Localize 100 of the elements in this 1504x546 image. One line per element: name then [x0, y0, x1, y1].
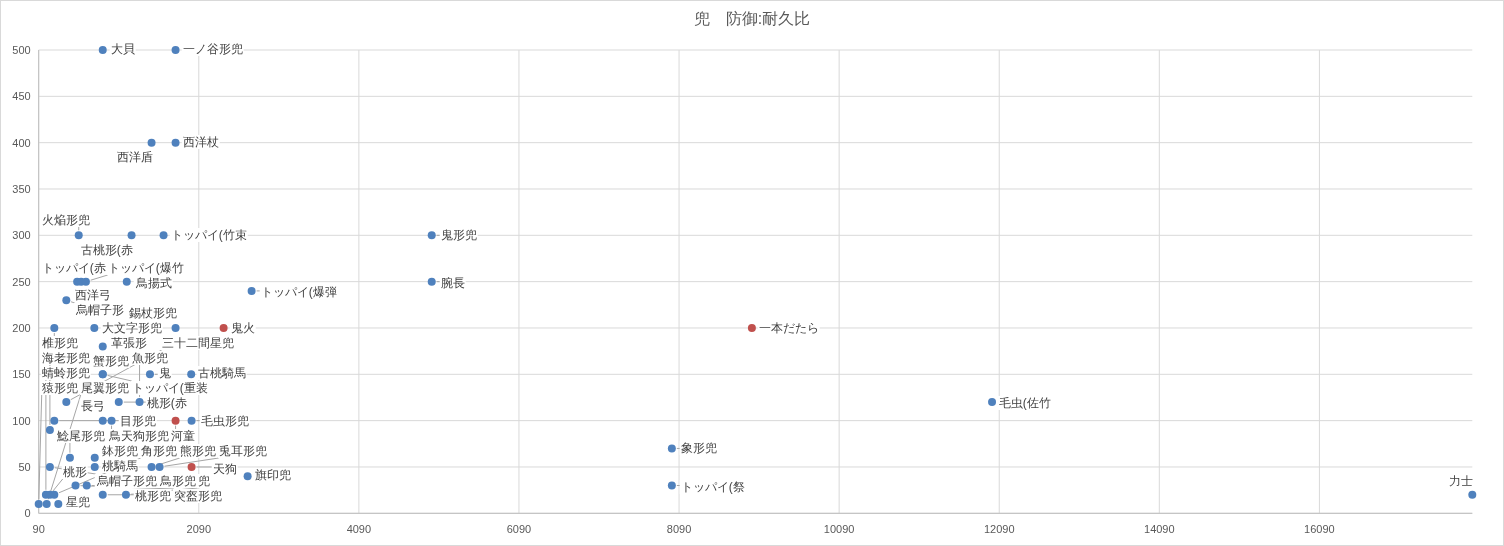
point: [45, 425, 54, 434]
point: [127, 231, 136, 240]
data-label: 桃形(赤: [146, 396, 187, 410]
data-label: 一本だたら: [758, 321, 819, 335]
data-label: 火焔形兜: [41, 213, 90, 227]
point: [187, 370, 196, 379]
y-tick-label: 150: [12, 368, 31, 381]
data-label: 猿形兜: [41, 381, 78, 395]
point: [74, 231, 83, 240]
data-label: 鳥天狗形兜: [107, 429, 169, 443]
point: [71, 481, 80, 490]
data-label: 古桃形(赤: [80, 243, 133, 257]
data-label: トッパイ(爆弾: [260, 285, 337, 299]
data-label: 西洋弓: [74, 288, 111, 302]
data-label: 革張形: [110, 336, 147, 350]
point: [114, 398, 123, 407]
data-label: 大貝: [110, 42, 135, 56]
data-label: 蜻蛉形兜: [41, 366, 90, 380]
data-label: 一ノ谷形兜: [182, 42, 243, 56]
x-tick-label: 6090: [506, 523, 532, 536]
data-label: 毛虫形兜: [200, 414, 249, 428]
data-label: トッパイ(赤: [41, 261, 106, 275]
point: [988, 398, 997, 407]
point: [171, 416, 180, 425]
data-label: トッパイ(祭: [680, 480, 745, 494]
point: [147, 138, 156, 147]
data-label: 力士: [1448, 474, 1473, 488]
y-tick-label: 50: [18, 460, 31, 473]
data-label: 旗印兜: [254, 468, 291, 482]
point: [122, 277, 131, 286]
data-label: 大文字形兜: [101, 321, 162, 335]
data-label: 熊形兜: [179, 444, 216, 458]
point: [187, 416, 196, 425]
y-tick-label: 350: [12, 182, 31, 195]
x-tick-label: 8090: [666, 523, 692, 536]
point: [667, 481, 676, 490]
data-label: 錫杖形兜: [128, 306, 177, 320]
point: [90, 323, 99, 332]
point: [54, 500, 63, 509]
y-tick-label: 200: [12, 321, 31, 334]
point: [145, 370, 154, 379]
x-tick-label: 4090: [346, 523, 372, 536]
data-label: 鬼火: [230, 321, 255, 335]
point: [247, 286, 256, 295]
point: [135, 398, 144, 407]
chart-title: 兜 防御:耐久比: [693, 10, 811, 27]
point: [107, 416, 116, 425]
point: [747, 323, 756, 332]
data-label: 角形兜: [140, 444, 177, 458]
data-label: 三十二間星兜: [161, 336, 234, 350]
x-tick-label: 90: [32, 523, 45, 536]
point: [219, 323, 228, 332]
data-label: トッパイ(重装: [131, 381, 208, 395]
data-label: 河童: [170, 429, 195, 443]
data-label: 海老形兜: [41, 351, 90, 365]
x-tick-label: 16090: [1304, 523, 1335, 536]
point: [427, 231, 436, 240]
point: [1468, 490, 1477, 499]
point: [42, 500, 51, 509]
point: [82, 481, 91, 490]
point: [45, 462, 54, 471]
data-label: トッパイ(竹束: [170, 228, 247, 242]
point: [187, 462, 196, 471]
data-label: 鬼: [158, 366, 171, 380]
data-label: 兎耳形兜: [218, 444, 267, 458]
data-label: 尾翼形兜: [80, 381, 129, 395]
data-label: 桃形兜: [134, 489, 171, 503]
point: [62, 296, 71, 305]
y-tick-label: 400: [12, 136, 31, 149]
point: [98, 490, 107, 499]
y-tick-label: 450: [12, 90, 31, 103]
x-tick-label: 2090: [186, 523, 212, 536]
data-label: 蟹形兜: [92, 354, 129, 368]
data-label: 鬼形兜: [440, 228, 477, 242]
y-tick-label: 250: [12, 275, 31, 288]
point: [427, 277, 436, 286]
data-label: 鳥揚式: [134, 276, 172, 290]
point: [159, 231, 168, 240]
point: [147, 462, 156, 471]
y-tick-label: 300: [12, 229, 31, 242]
data-label: 突盔形兜: [173, 489, 222, 503]
point: [98, 342, 107, 351]
point: [98, 416, 107, 425]
data-label: 西洋盾: [116, 150, 153, 164]
data-label: 兜: [197, 474, 210, 488]
data-label: 古桃騎馬: [197, 366, 246, 380]
point: [34, 500, 43, 509]
point: [90, 453, 99, 462]
data-label: 烏帽子形兜: [95, 474, 157, 488]
point: [667, 444, 676, 453]
data-label: 鳥形兜: [158, 474, 196, 488]
x-tick-label: 12090: [983, 523, 1015, 536]
data-label: 椎形兜: [41, 336, 78, 350]
y-tick-label: 500: [12, 44, 31, 56]
point: [243, 472, 252, 481]
point: [50, 416, 59, 425]
x-tick-label: 14090: [1144, 523, 1175, 536]
data-label: トッパイ(爆竹: [107, 261, 184, 275]
point: [98, 46, 107, 54]
data-label: 毛虫(佐竹: [998, 396, 1051, 410]
